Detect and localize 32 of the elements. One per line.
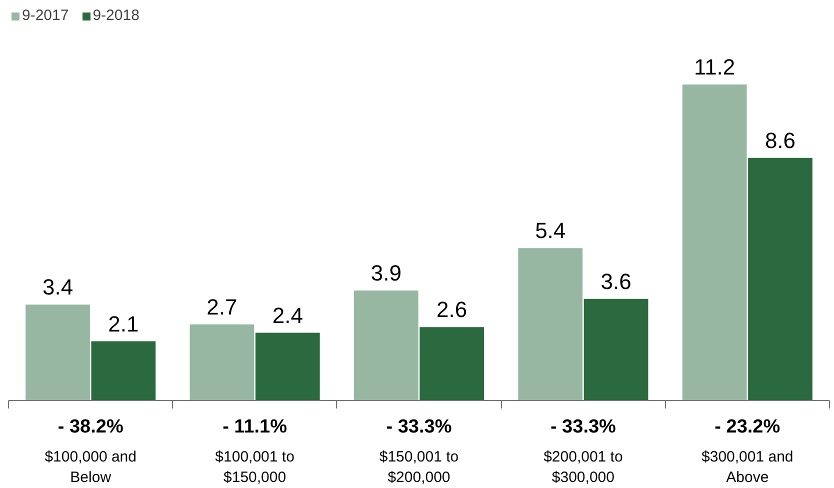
bar xyxy=(748,158,812,400)
data-label: 3.4 xyxy=(42,274,74,300)
data-label: 3.9 xyxy=(370,260,402,286)
bar xyxy=(26,304,90,400)
bar xyxy=(91,341,156,400)
text: - 11.1% xyxy=(222,416,288,438)
text: - 33.3% xyxy=(550,416,616,438)
bar xyxy=(420,327,484,400)
x-tick-label: $300,001 and Above xyxy=(702,448,794,486)
legend-label: 9-2018 xyxy=(92,7,140,24)
x-tick-label: $150,001 to $200,000 xyxy=(379,448,459,486)
data-label: 2.1 xyxy=(108,311,139,336)
legend-label: 9-2017 xyxy=(22,7,69,24)
data-label: 2.4 xyxy=(272,302,303,328)
bar xyxy=(255,332,320,400)
data-label: 3.6 xyxy=(600,268,632,294)
x-tick-label: $100,001 to $150,000 xyxy=(215,448,294,486)
x-tick-label: $200,001 to $300,000 xyxy=(544,448,623,486)
data-label: 8.6 xyxy=(764,128,796,153)
data-label: 2.7 xyxy=(206,294,238,320)
text: - 23.2% xyxy=(714,416,780,438)
bar xyxy=(354,290,418,400)
bar xyxy=(518,248,583,400)
bar xyxy=(682,84,747,400)
text: - 33.3% xyxy=(386,416,452,438)
data-label: 5.4 xyxy=(535,218,566,244)
text: - 38.2% xyxy=(58,416,124,438)
data-label: 11.2 xyxy=(694,54,736,80)
bar xyxy=(190,324,254,400)
bar xyxy=(584,298,648,400)
data-label: 2.6 xyxy=(436,297,468,322)
x-tick-label: $100,000 and Below xyxy=(44,448,136,486)
